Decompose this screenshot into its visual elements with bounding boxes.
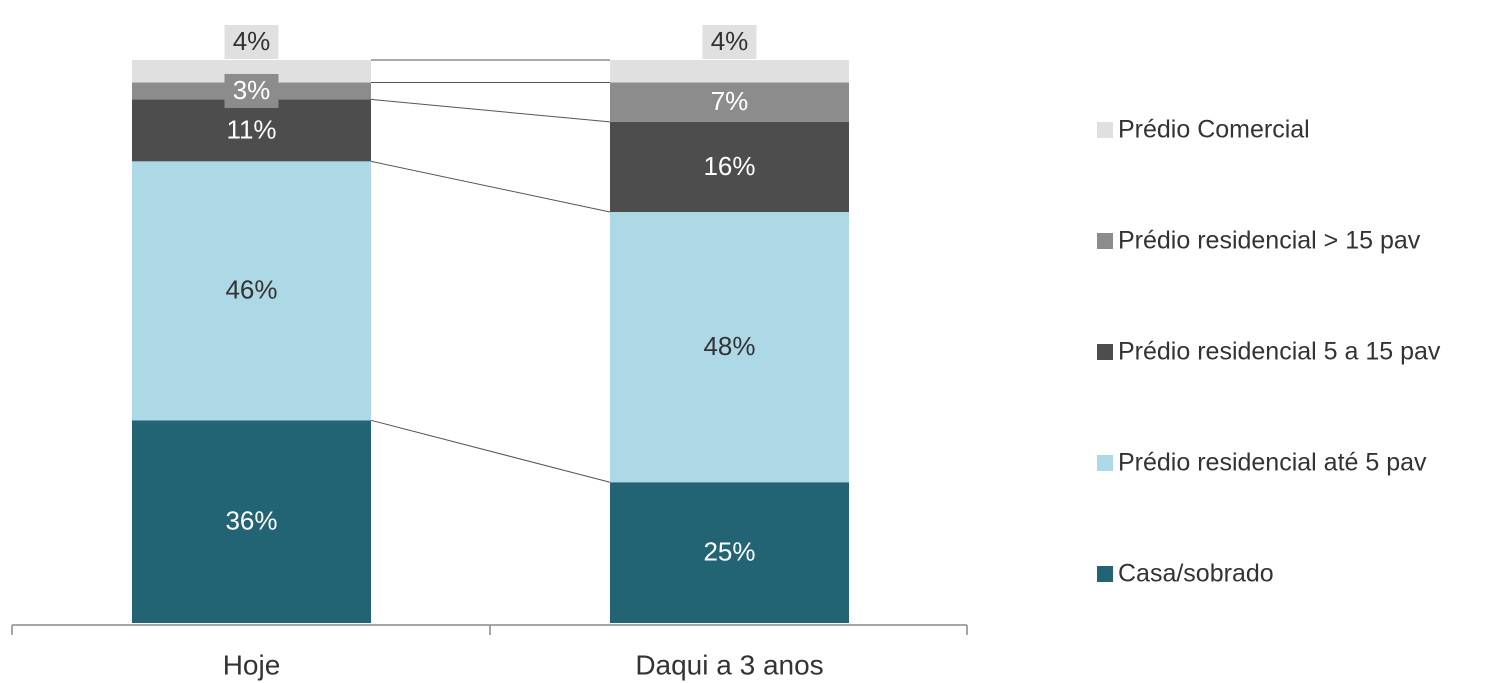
value-label: 3% [233, 75, 271, 105]
value-label: 46% [225, 275, 277, 305]
x-tick-label: Daqui a 3 anos [635, 649, 823, 680]
connector [370, 419, 611, 483]
bar-segment [610, 482, 849, 623]
bar-segment [132, 60, 371, 83]
legend-swatch [1097, 344, 1113, 360]
bar-segment [132, 420, 371, 623]
legend-swatch [1097, 122, 1113, 138]
value-label: 4% [233, 26, 271, 56]
bar-segment [610, 82, 849, 122]
legend-label: Prédio residencial 5 a 15 pav [1118, 338, 1441, 366]
label-box [224, 25, 279, 59]
value-label: 25% [703, 537, 755, 567]
legend-label: Prédio Comercial [1118, 116, 1310, 144]
legend-label: Prédio residencial > 15 pav [1118, 227, 1421, 255]
bar-segment [610, 121, 849, 213]
value-label: 11% [226, 114, 276, 144]
bar-segment [610, 212, 849, 483]
legend-label: Casa/sobrado [1118, 560, 1274, 588]
label-box [224, 73, 279, 108]
x-tick-label: Hoje [223, 649, 281, 680]
legend-swatch [1097, 233, 1113, 249]
legend-swatch [1097, 566, 1113, 582]
connector [370, 98, 611, 123]
bar-segment [132, 161, 371, 421]
value-label: 4% [711, 26, 749, 56]
bar-segment [610, 60, 849, 83]
value-label: 16% [703, 151, 755, 181]
label-box [702, 25, 757, 59]
bar-segment [132, 99, 371, 162]
value-label: 36% [225, 506, 277, 536]
legend-swatch [1097, 455, 1113, 471]
legend-label: Prédio residencial até 5 pav [1118, 449, 1427, 477]
value-label: 7% [711, 86, 749, 116]
value-label: 48% [703, 331, 755, 361]
connector [370, 160, 611, 213]
